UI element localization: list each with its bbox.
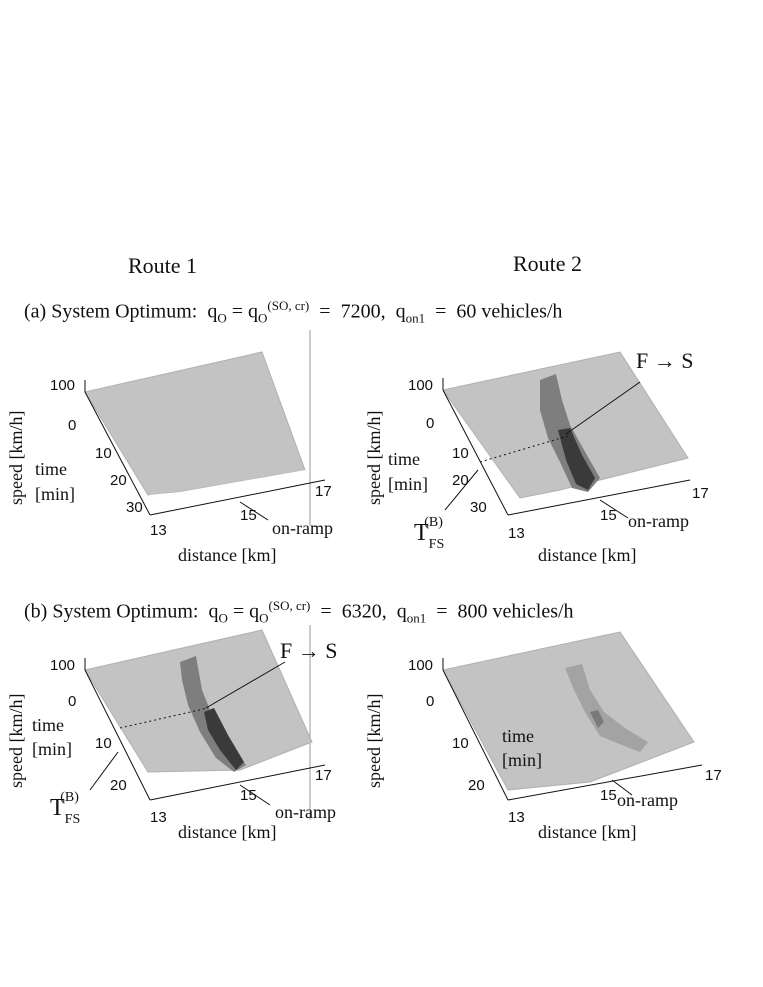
distance-tick: 17 [315, 483, 332, 500]
distance-axis [507, 479, 691, 516]
fs-dotted-line [119, 707, 209, 729]
time-tick: 10 [95, 735, 112, 752]
time-axis-label: time [502, 726, 534, 746]
distance-tick: 15 [240, 507, 257, 524]
tfs-label: TFS(B) [414, 515, 444, 552]
congestion-core [204, 708, 244, 770]
distance-axis-label: distance [km] [538, 545, 636, 565]
row-b-caption: (b) System Optimum: qO = qO(SO, cr) = 63… [24, 598, 574, 626]
panel-a1: 100 0 10 20 30 13 15 17 speed [km/h] tim… [6, 351, 333, 565]
fs-arrow [205, 661, 286, 709]
distance-tick: 13 [508, 809, 525, 826]
speed-axis-label: speed [km/h] [6, 694, 26, 788]
route-2-title: Route 2 [513, 251, 583, 276]
fs-dotted-line [479, 435, 569, 463]
distance-tick: 15 [600, 507, 617, 524]
fs-arrow [565, 381, 641, 435]
speed-tick: 100 [408, 657, 433, 674]
time-tick: 0 [426, 415, 434, 432]
time-tick: 30 [126, 499, 143, 516]
on-ramp-label: on-ramp [628, 511, 689, 531]
distance-tick: 15 [600, 787, 617, 804]
time-tick: 10 [452, 445, 469, 462]
route-1-title: Route 1 [128, 253, 198, 278]
tfs-arrow [444, 469, 479, 511]
time-tick: 30 [470, 499, 487, 516]
time-tick: 10 [95, 445, 112, 462]
on-ramp-label: on-ramp [272, 518, 333, 538]
distance-axis-label: distance [km] [178, 545, 276, 565]
time-axis [84, 669, 151, 801]
congestion-core [558, 428, 595, 490]
on-ramp-arrow [239, 501, 269, 521]
fs-label: F → S [636, 348, 694, 373]
distance-tick: 17 [692, 485, 709, 502]
panel-a2: F → S 100 0 10 20 30 13 15 17 speed [km/… [364, 348, 709, 565]
panel-b1: F → S 100 0 10 20 13 15 17 speed [km/h] … [6, 629, 338, 842]
distance-axis [149, 479, 326, 516]
time-tick: 20 [110, 472, 127, 489]
panel-b2: 100 0 10 20 13 15 17 speed [km/h] time [… [364, 631, 722, 842]
time-axis-unit: [min] [32, 739, 72, 759]
distance-tick: 13 [508, 525, 525, 542]
distance-tick: 15 [240, 787, 257, 804]
speed-tick: 100 [408, 377, 433, 394]
time-tick: 0 [68, 693, 76, 710]
speed-axis-label: speed [km/h] [364, 411, 384, 505]
time-tick: 20 [452, 472, 469, 489]
row-a-caption: (a) System Optimum: qO = qO(SO, cr) = 72… [24, 298, 563, 326]
congestion-core [590, 710, 604, 728]
surface [442, 631, 695, 791]
on-ramp-arrow [239, 784, 271, 806]
time-axis-unit: [min] [388, 474, 428, 494]
time-axis [442, 669, 509, 801]
on-ramp-arrow [611, 779, 633, 796]
fs-label: F → S [280, 638, 338, 663]
tfs-arrow [89, 751, 119, 791]
time-tick: 20 [110, 777, 127, 794]
distance-axis-label: distance [km] [178, 822, 276, 842]
surface-edge [148, 470, 305, 497]
on-ramp-label: on-ramp [275, 802, 336, 822]
time-tick: 10 [452, 735, 469, 752]
distance-tick: 13 [150, 809, 167, 826]
speed-axis-label: speed [km/h] [6, 411, 26, 505]
distance-tick: 13 [150, 522, 167, 539]
time-axis-unit: [min] [502, 750, 542, 770]
distance-axis-label: distance [km] [538, 822, 636, 842]
time-axis-label: time [35, 459, 67, 479]
on-ramp-arrow [599, 499, 629, 519]
speed-tick: 100 [50, 657, 75, 674]
speed-axis-label: speed [km/h] [364, 694, 384, 788]
time-tick: 0 [426, 693, 434, 710]
speed-tick: 100 [50, 377, 75, 394]
time-axis [442, 389, 509, 516]
distance-tick: 17 [315, 767, 332, 784]
time-tick: 0 [68, 417, 76, 434]
distance-tick: 17 [705, 767, 722, 784]
on-ramp-label: on-ramp [617, 790, 678, 810]
distance-axis [507, 764, 703, 801]
time-axis [84, 391, 151, 516]
tfs-label: TFS(B) [50, 790, 80, 827]
time-axis-label: time [388, 449, 420, 469]
congestion-region [565, 664, 648, 752]
time-tick: 20 [468, 777, 485, 794]
distance-axis [149, 764, 326, 801]
time-axis-label: time [32, 715, 64, 735]
time-axis-unit: [min] [35, 484, 75, 504]
